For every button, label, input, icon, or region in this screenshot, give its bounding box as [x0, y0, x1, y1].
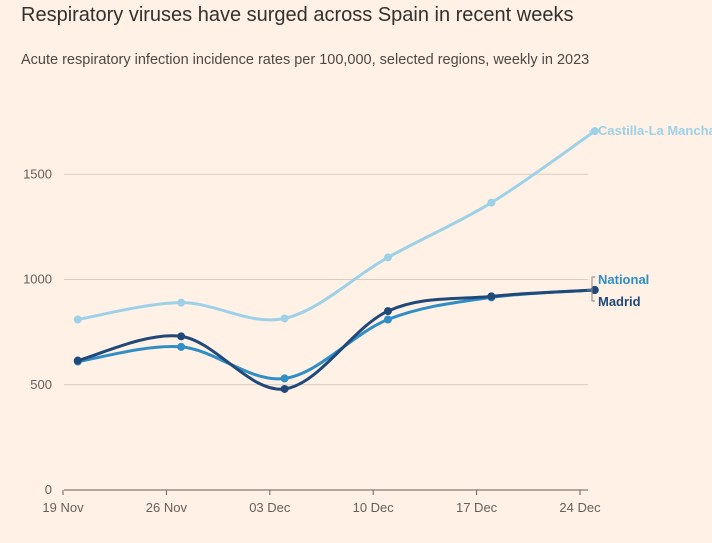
x-tick-label: 19 Nov: [42, 500, 84, 515]
data-point: [280, 374, 289, 383]
data-point: [177, 342, 186, 351]
data-point: [383, 253, 392, 262]
label-bracket: [587, 276, 595, 302]
chart-title: Respiratory viruses have surged across S…: [21, 4, 574, 26]
data-point: [73, 315, 82, 324]
gridlines: 0 500 1000 1500: [23, 166, 588, 497]
data-point: [73, 356, 82, 365]
data-point: [590, 286, 599, 295]
series-lines: [73, 127, 599, 393]
data-point: [177, 332, 186, 341]
series-line-madrid: [76, 288, 597, 391]
x-tick-label: 24 Dec: [559, 500, 601, 515]
x-tick-label: 17 Dec: [456, 500, 498, 515]
series-label: National: [598, 272, 649, 287]
data-point: [280, 314, 289, 323]
y-tick-label: 0: [45, 482, 52, 497]
series-label: Madrid: [598, 294, 641, 309]
series-labels: Castilla-La Mancha National Madrid: [587, 123, 712, 309]
data-point: [590, 127, 599, 136]
chart-subtitle: Acute respiratory infection incidence ra…: [21, 52, 590, 68]
series-label: Castilla-La Mancha: [598, 123, 712, 138]
series-line-castilla-la-mancha: [76, 129, 597, 322]
data-point: [177, 298, 186, 307]
data-point: [383, 307, 392, 316]
y-tick-label: 1000: [23, 272, 52, 287]
data-point: [487, 198, 496, 207]
y-tick-label: 500: [30, 377, 52, 392]
data-point: [383, 315, 392, 324]
x-tick-label: 26 Nov: [146, 500, 188, 515]
x-tick-label: 03 Dec: [249, 500, 291, 515]
y-tick-label: 1500: [23, 166, 52, 181]
x-axis: 19 Nov 26 Nov 03 Dec 10 Dec 17 Dec 24 Dec: [42, 489, 601, 515]
data-point: [487, 292, 496, 301]
data-point: [280, 384, 289, 393]
x-tick-label: 10 Dec: [353, 500, 395, 515]
